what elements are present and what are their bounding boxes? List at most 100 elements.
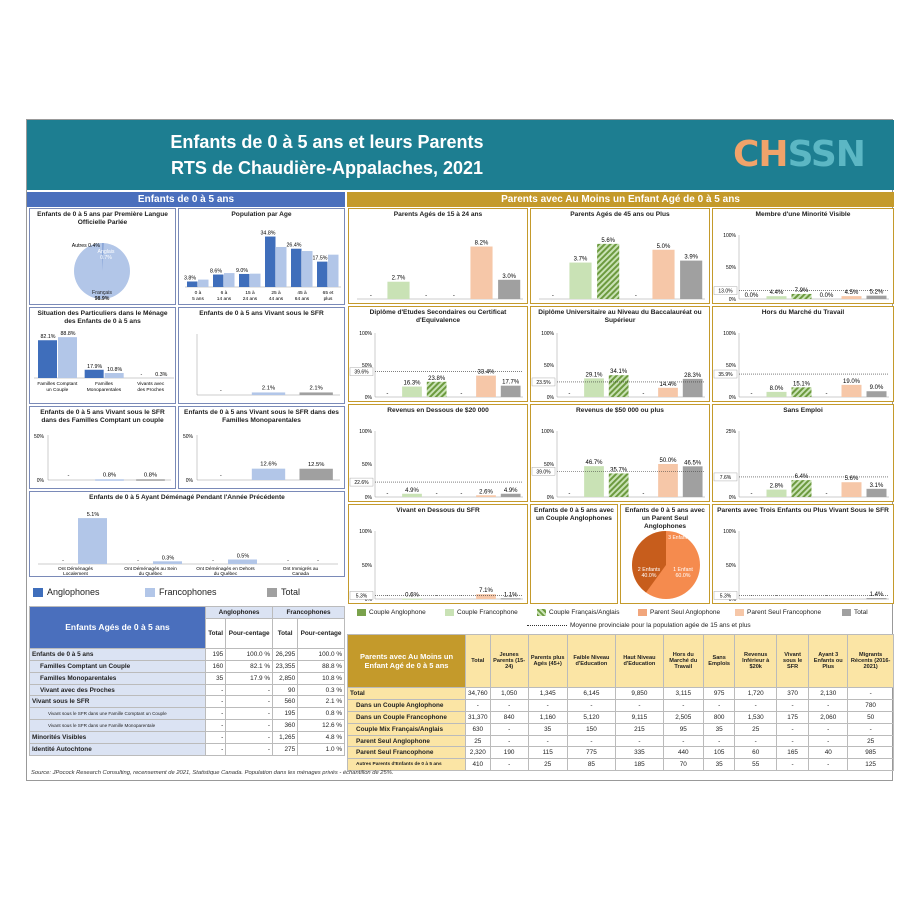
data-label: - <box>826 391 828 397</box>
table-row: Vivant sous le SFR dans une Famille Comp… <box>29 707 345 721</box>
data-label: 17.5% <box>312 256 327 262</box>
bar <box>198 279 209 287</box>
table-cell: - <box>527 698 568 712</box>
bar <box>104 373 124 378</box>
table-row: Dans un Couple Anglophone - - - - - - - - - -780 <box>347 698 894 712</box>
data-label: 0.8% <box>144 472 157 478</box>
table-cell: 560 <box>272 695 299 709</box>
data-label: 82.1% <box>40 334 55 340</box>
data-label: - <box>751 593 753 599</box>
table-cell: 1,720 <box>734 687 778 700</box>
data-label: - <box>751 491 753 497</box>
data-label: 1.4% <box>870 592 884 598</box>
chart-title: Vivant en Dessous du SFR <box>396 507 480 514</box>
table-row: Identité Autochtone - -275 1.0 % <box>29 743 345 756</box>
data-label: - <box>436 491 438 497</box>
col-header: Sans Emplois <box>702 634 736 688</box>
table-cell: - <box>225 731 274 745</box>
data-label: 1.1% <box>504 592 518 598</box>
bar <box>426 381 447 397</box>
bar <box>213 274 224 287</box>
table-cell: 35 <box>702 722 736 736</box>
chart-title: Population par Age <box>231 211 292 218</box>
data-label: 5.6% <box>845 476 859 482</box>
data-label: 5.0% <box>657 244 671 250</box>
tick-label: 5 ans <box>192 296 204 302</box>
chart-svg: 100% 50% 0% - 29.1% 34.1% - 14.4% 28.3% 23.5% <box>531 331 705 401</box>
bar <box>682 378 703 397</box>
tick-label: Ont Déménagés au Sein <box>124 566 177 572</box>
table-cell: 31,370 <box>465 710 491 724</box>
table-cell: - <box>734 734 778 748</box>
bar <box>476 594 496 599</box>
university-diploma-chart: Diplôme Universitaire au Niveau du Bacca… <box>530 306 710 402</box>
data-label: 46.7% <box>585 460 603 466</box>
legend-label: Anglophones <box>47 587 100 597</box>
bar <box>791 293 812 299</box>
col-header: Parents plus Agés (45+) <box>527 634 568 688</box>
data-label: - <box>220 473 222 479</box>
data-label: 88.8% <box>60 331 75 337</box>
bar <box>682 466 703 497</box>
chart-title: Parents Agés de 45 ans ou Plus <box>570 211 670 218</box>
table-cell: 125 <box>847 758 894 772</box>
table-cell: 2,505 <box>662 710 704 724</box>
data-label: - <box>460 491 462 497</box>
table-cell: 175 <box>776 710 810 724</box>
table-cell: 1,050 <box>489 687 529 700</box>
bar <box>84 369 104 378</box>
bar <box>766 489 787 497</box>
table-cell: 150 <box>566 722 617 736</box>
bar <box>498 279 521 299</box>
table-cell: - <box>776 698 810 712</box>
table-cell: 2,130 <box>808 687 849 700</box>
pie-label: Français <box>92 290 112 296</box>
legend-couple-mix: Couple Français/Anglais <box>537 609 619 616</box>
data-label: - <box>212 558 214 564</box>
data-label: 10.8% <box>107 367 122 373</box>
data-label: 34.1% <box>610 369 628 375</box>
tick-label: 15 à <box>245 290 255 296</box>
bar <box>387 281 410 299</box>
income-50k-plus-chart: Revenus de $50 000 ou plus 100% 50% 0% - 46.7… <box>530 404 710 502</box>
average-label-box <box>713 591 738 600</box>
y-tick: 0% <box>186 478 194 484</box>
legend-anglophones: Anglophones <box>33 587 100 597</box>
table-cell: - <box>662 698 704 712</box>
left-section-header: Enfants de 0 à 5 ans <box>27 192 345 207</box>
table-cell: - <box>204 731 227 745</box>
table-cell: 17.9 % <box>225 671 274 685</box>
tick-label: Familles Comptant <box>37 381 78 387</box>
table-cell: 1,265 <box>272 731 299 745</box>
table-cell: - <box>204 695 227 709</box>
bar <box>841 384 862 397</box>
table-cell: Familles Comptant un Couple <box>29 659 206 673</box>
table-cell: - <box>662 734 704 748</box>
table-cell: 1,160 <box>527 710 568 724</box>
average-label-box <box>713 369 738 379</box>
data-label: 8.2% <box>475 241 489 247</box>
table-cell: Autres Parents d'Enfants de 0 à 5 ans <box>347 758 466 772</box>
y-tick: 100% <box>359 331 372 337</box>
y-tick: 0% <box>365 597 373 603</box>
table-cell: - <box>808 734 849 748</box>
table-cell: Dans un Couple Francophone <box>347 710 466 724</box>
banner: Enfants de 0 à 5 ans et leurs Parents RT… <box>27 120 894 190</box>
legend-label: Parent Seul Anglophone <box>650 609 721 616</box>
data-label: - <box>386 391 388 397</box>
table-cell: - <box>225 707 274 721</box>
below-lico-chart: Vivant en Dessous du SFR 100% 50% 0% - 0.6% - -… <box>348 504 528 604</box>
table-cell: Vivant sous le SFR dans une Famille Comp… <box>29 707 206 721</box>
table-cell: - <box>204 683 227 697</box>
average-label-box <box>349 591 374 600</box>
chart-svg: 100% 50% 0% - - - - - 1.4% 5.3% <box>713 529 889 603</box>
y-tick: 0% <box>547 395 555 401</box>
legend-francophones: Francophones <box>145 587 217 597</box>
chart-svg: 100% 50% 0% - 16.3% 23.8% - 33.4% 17.7% 39.6% <box>349 331 523 401</box>
data-label: 50.0% <box>659 458 677 464</box>
chart-svg: 100% 50% 0% - 8.0% 15.1% - 19.0% 9.0% 35.9% <box>713 331 889 401</box>
data-label: 26.4% <box>286 243 301 249</box>
chart-title: Enfants de 0 à 5 ans avec un Couple Angl… <box>534 507 614 522</box>
data-label: - <box>776 593 778 599</box>
data-label: - <box>635 293 637 299</box>
